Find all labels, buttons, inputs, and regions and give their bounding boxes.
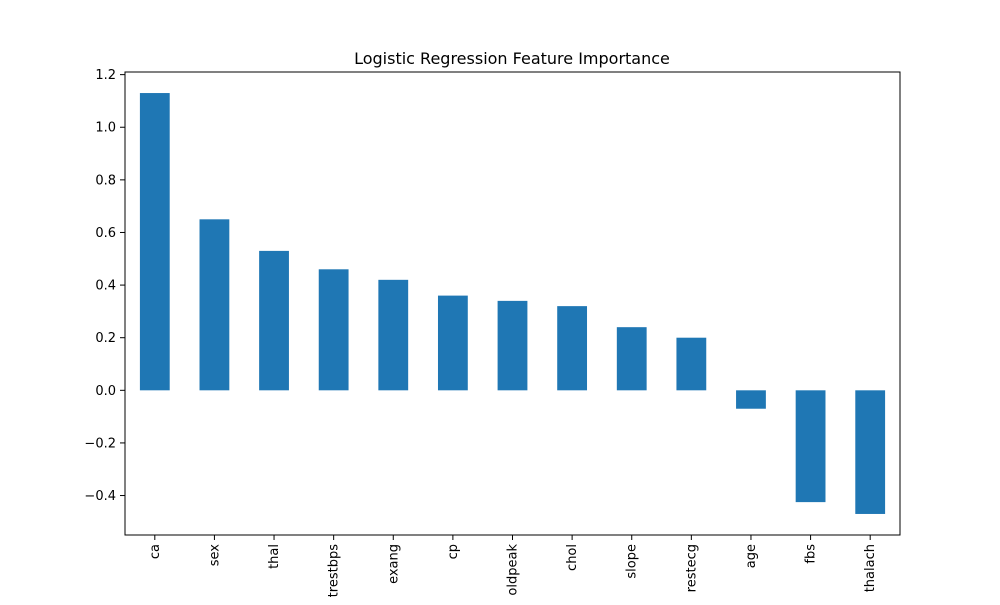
bar-restecg <box>676 337 707 391</box>
x-tick-label: thal <box>267 544 282 569</box>
bars-layer <box>139 93 886 514</box>
bar-fbs <box>795 390 826 503</box>
bar-thalach <box>855 390 886 514</box>
chart-title: Logistic Regression Feature Importance <box>354 49 670 68</box>
y-tick-label: 0.6 <box>95 226 116 241</box>
bar-trestbps <box>318 269 349 391</box>
bar-slope <box>616 327 647 391</box>
x-tick-label: slope <box>625 544 640 579</box>
y-tick-label: 0.0 <box>95 384 116 399</box>
y-tick-label: 1.2 <box>95 68 116 83</box>
bar-exang <box>378 279 409 391</box>
x-tick-label: trestbps <box>327 544 342 598</box>
x-tick-label: fbs <box>804 544 819 564</box>
bar-oldpeak <box>497 300 528 391</box>
x-tick-label: sex <box>207 544 222 567</box>
x-tick-label: exang <box>386 544 401 584</box>
bar-ca <box>139 93 170 391</box>
y-tick-label: 0.2 <box>95 331 116 346</box>
x-tick-label: oldpeak <box>506 544 521 596</box>
bar-cp <box>437 295 468 391</box>
y-tick-label: −0.2 <box>84 436 116 451</box>
x-tick-label: age <box>744 544 759 568</box>
y-tick-label: 0.4 <box>95 279 116 294</box>
x-axis: ca sex thal trestbps exang cp oldpeak chol slope… <box>148 535 878 597</box>
plot-frame <box>124 71 901 536</box>
bar-thal <box>259 250 289 391</box>
bar-age <box>736 390 766 409</box>
x-tick-label: cp <box>446 544 461 559</box>
y-tick-label: 0.8 <box>95 173 116 188</box>
y-tick-label: −0.4 <box>84 489 116 504</box>
bar-chol <box>557 306 588 391</box>
x-tick-label: chol <box>565 544 580 571</box>
y-tick-label: 1.0 <box>95 121 116 136</box>
y-axis: −0.4 −0.2 0.0 0.2 0.4 0.6 0.8 1.0 1.2 <box>84 68 125 504</box>
x-tick-label: restecg <box>684 544 699 592</box>
x-tick-label: ca <box>148 544 163 559</box>
bar-sex <box>199 219 230 391</box>
x-tick-label: thalach <box>863 544 878 592</box>
